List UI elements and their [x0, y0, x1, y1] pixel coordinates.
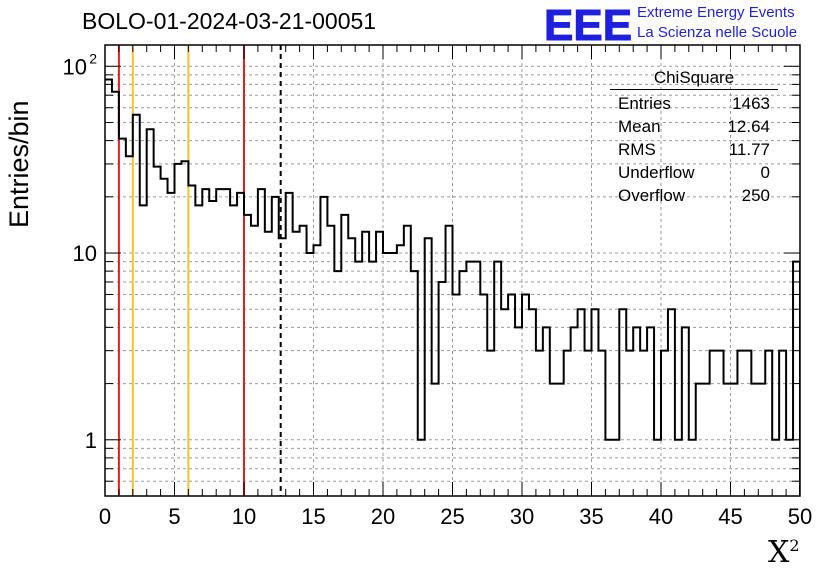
eee-logo: EEE [544, 2, 633, 44]
stats-row-entries: Entries 1463 [610, 92, 778, 115]
stats-value: 250 [741, 186, 770, 205]
x-tick-label: 40 [649, 504, 673, 529]
x-tick-label: 45 [718, 504, 742, 529]
y-tick-exponent: 2 [89, 50, 97, 66]
x-tick-label: 50 [788, 504, 812, 529]
grid-lines [105, 45, 800, 497]
axis-ticks [104, 45, 801, 497]
x-tick-label: 15 [301, 504, 325, 529]
x-tick-label: 10 [232, 504, 256, 529]
stats-value: 11.77 [728, 140, 770, 159]
stats-row-overflow: Overflow 250 [610, 184, 778, 207]
x-axis-label: X2 [768, 535, 800, 570]
stats-row-underflow: Underflow 0 [610, 161, 778, 184]
stats-value: 12.64 [727, 117, 770, 136]
stats-label: Mean [618, 117, 661, 136]
x-tick-label: 0 [99, 504, 111, 529]
stats-label: Underflow [618, 163, 695, 182]
histogram-outline [105, 78, 800, 496]
x-tick-label: 20 [371, 504, 395, 529]
stats-title: ChiSquare [610, 68, 778, 90]
y-tick-label: 10 [63, 54, 87, 79]
eee-logo-letters: EEE [544, 2, 632, 44]
logo-line-2: La Scienza nelle Scuole [637, 24, 798, 41]
x-tick-label: 35 [579, 504, 603, 529]
y-tick-label: 1 [85, 428, 97, 453]
stats-box: ChiSquare Entries 1463 Mean 12.64 RMS 11… [610, 68, 778, 207]
stats-row-rms: RMS 11.77 [610, 138, 778, 161]
x-axis-superscript: 2 [789, 536, 800, 555]
stats-value: 0 [760, 163, 770, 182]
x-tick-label: 25 [440, 504, 464, 529]
reference-lines [117, 45, 282, 496]
stats-value: 1463 [732, 94, 770, 113]
chart-title: BOLO-01-2024-03-21-00051 [82, 8, 377, 34]
stats-row-mean: Mean 12.64 [610, 115, 778, 138]
y-tick-label: 10 [73, 241, 97, 266]
stats-label: Overflow [618, 186, 686, 205]
logo-line-1: Extreme Energy Events [637, 4, 795, 21]
x-axis-symbol: X [768, 535, 790, 570]
x-tick-label: 30 [510, 504, 534, 529]
stats-label: RMS [618, 140, 656, 159]
stats-label: Entries [618, 94, 671, 113]
y-axis-label: Entries/bin [4, 100, 34, 228]
x-tick-label: 5 [168, 504, 180, 529]
